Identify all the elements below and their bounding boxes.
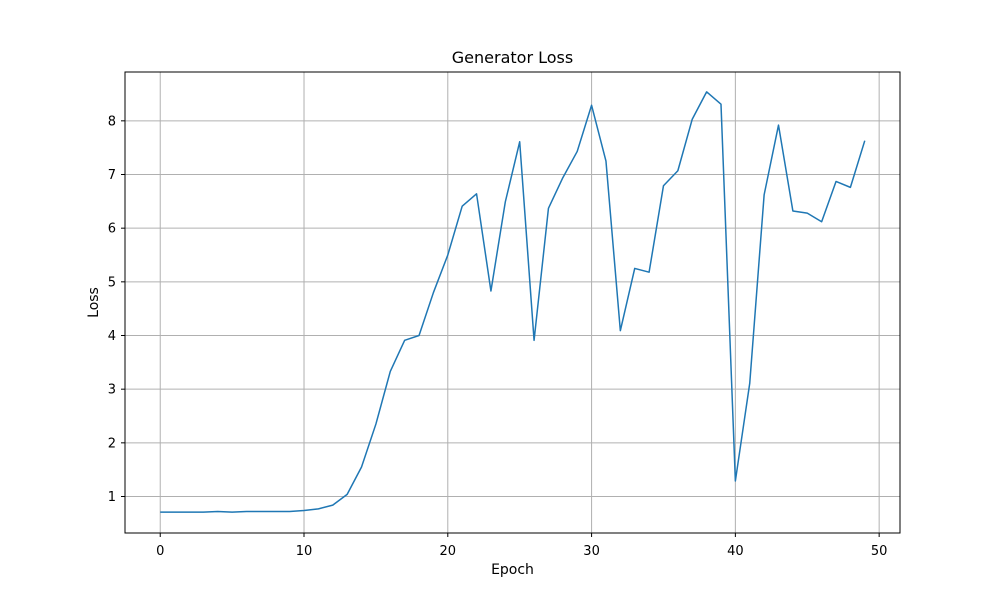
plot-series: [160, 91, 866, 513]
y-tick-label: 1: [108, 490, 116, 505]
x-tick-label: 10: [296, 544, 313, 559]
y-tick-label: 4: [108, 329, 116, 344]
x-tick-label: 0: [156, 544, 164, 559]
chart-title: Generator Loss: [452, 48, 573, 67]
x-tick-label: 20: [440, 544, 457, 559]
x-tick-label: 30: [583, 544, 600, 559]
x-axis-label: Epoch: [491, 562, 534, 578]
y-tick-label: 3: [108, 383, 116, 398]
y-tick-label: 2: [108, 436, 116, 451]
x-tick-label: 40: [727, 544, 744, 559]
y-axis-label: Loss: [86, 287, 102, 318]
axes-frame: [124, 71, 901, 534]
series-line: [160, 91, 866, 513]
ticks: 0 10 20 30 40 50 1 2 3 4 5 6 7 8: [108, 114, 888, 559]
y-tick-label: 6: [108, 222, 116, 237]
y-tick-label: 5: [108, 275, 116, 290]
y-tick-label: 8: [108, 114, 116, 129]
y-tick-label: 7: [108, 168, 116, 183]
x-tick-label: 50: [871, 544, 888, 559]
